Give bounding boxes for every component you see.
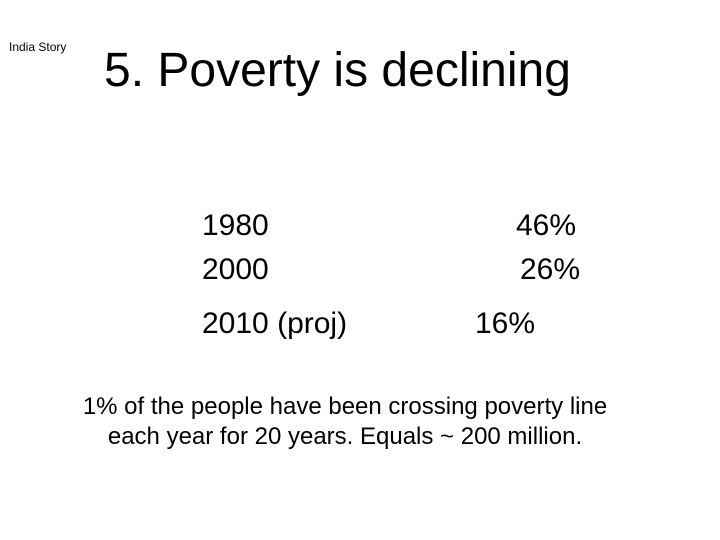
footnote-line: 1% of the people have been crossing pove… [82, 393, 608, 420]
stat-row: 1980 46% [0, 200, 720, 252]
slide-title: 5. Poverty is declining [104, 44, 571, 97]
stat-row: 2000 26% [0, 244, 720, 296]
slide-label: India Story [9, 40, 67, 54]
footnote: 1% of the people have been crossing pove… [0, 392, 690, 452]
stat-value: 16% [475, 307, 536, 340]
stat-value: 46% [516, 209, 577, 242]
stat-row: 2010 (proj) 16% [0, 298, 720, 350]
stat-value: 26% [520, 253, 581, 286]
stat-year: 2010 (proj) [202, 307, 348, 340]
stat-year: 1980 [202, 209, 269, 242]
stat-year: 2000 [202, 253, 269, 286]
footnote-line: each year for 20 years. Equals ~ 200 mil… [107, 423, 583, 450]
